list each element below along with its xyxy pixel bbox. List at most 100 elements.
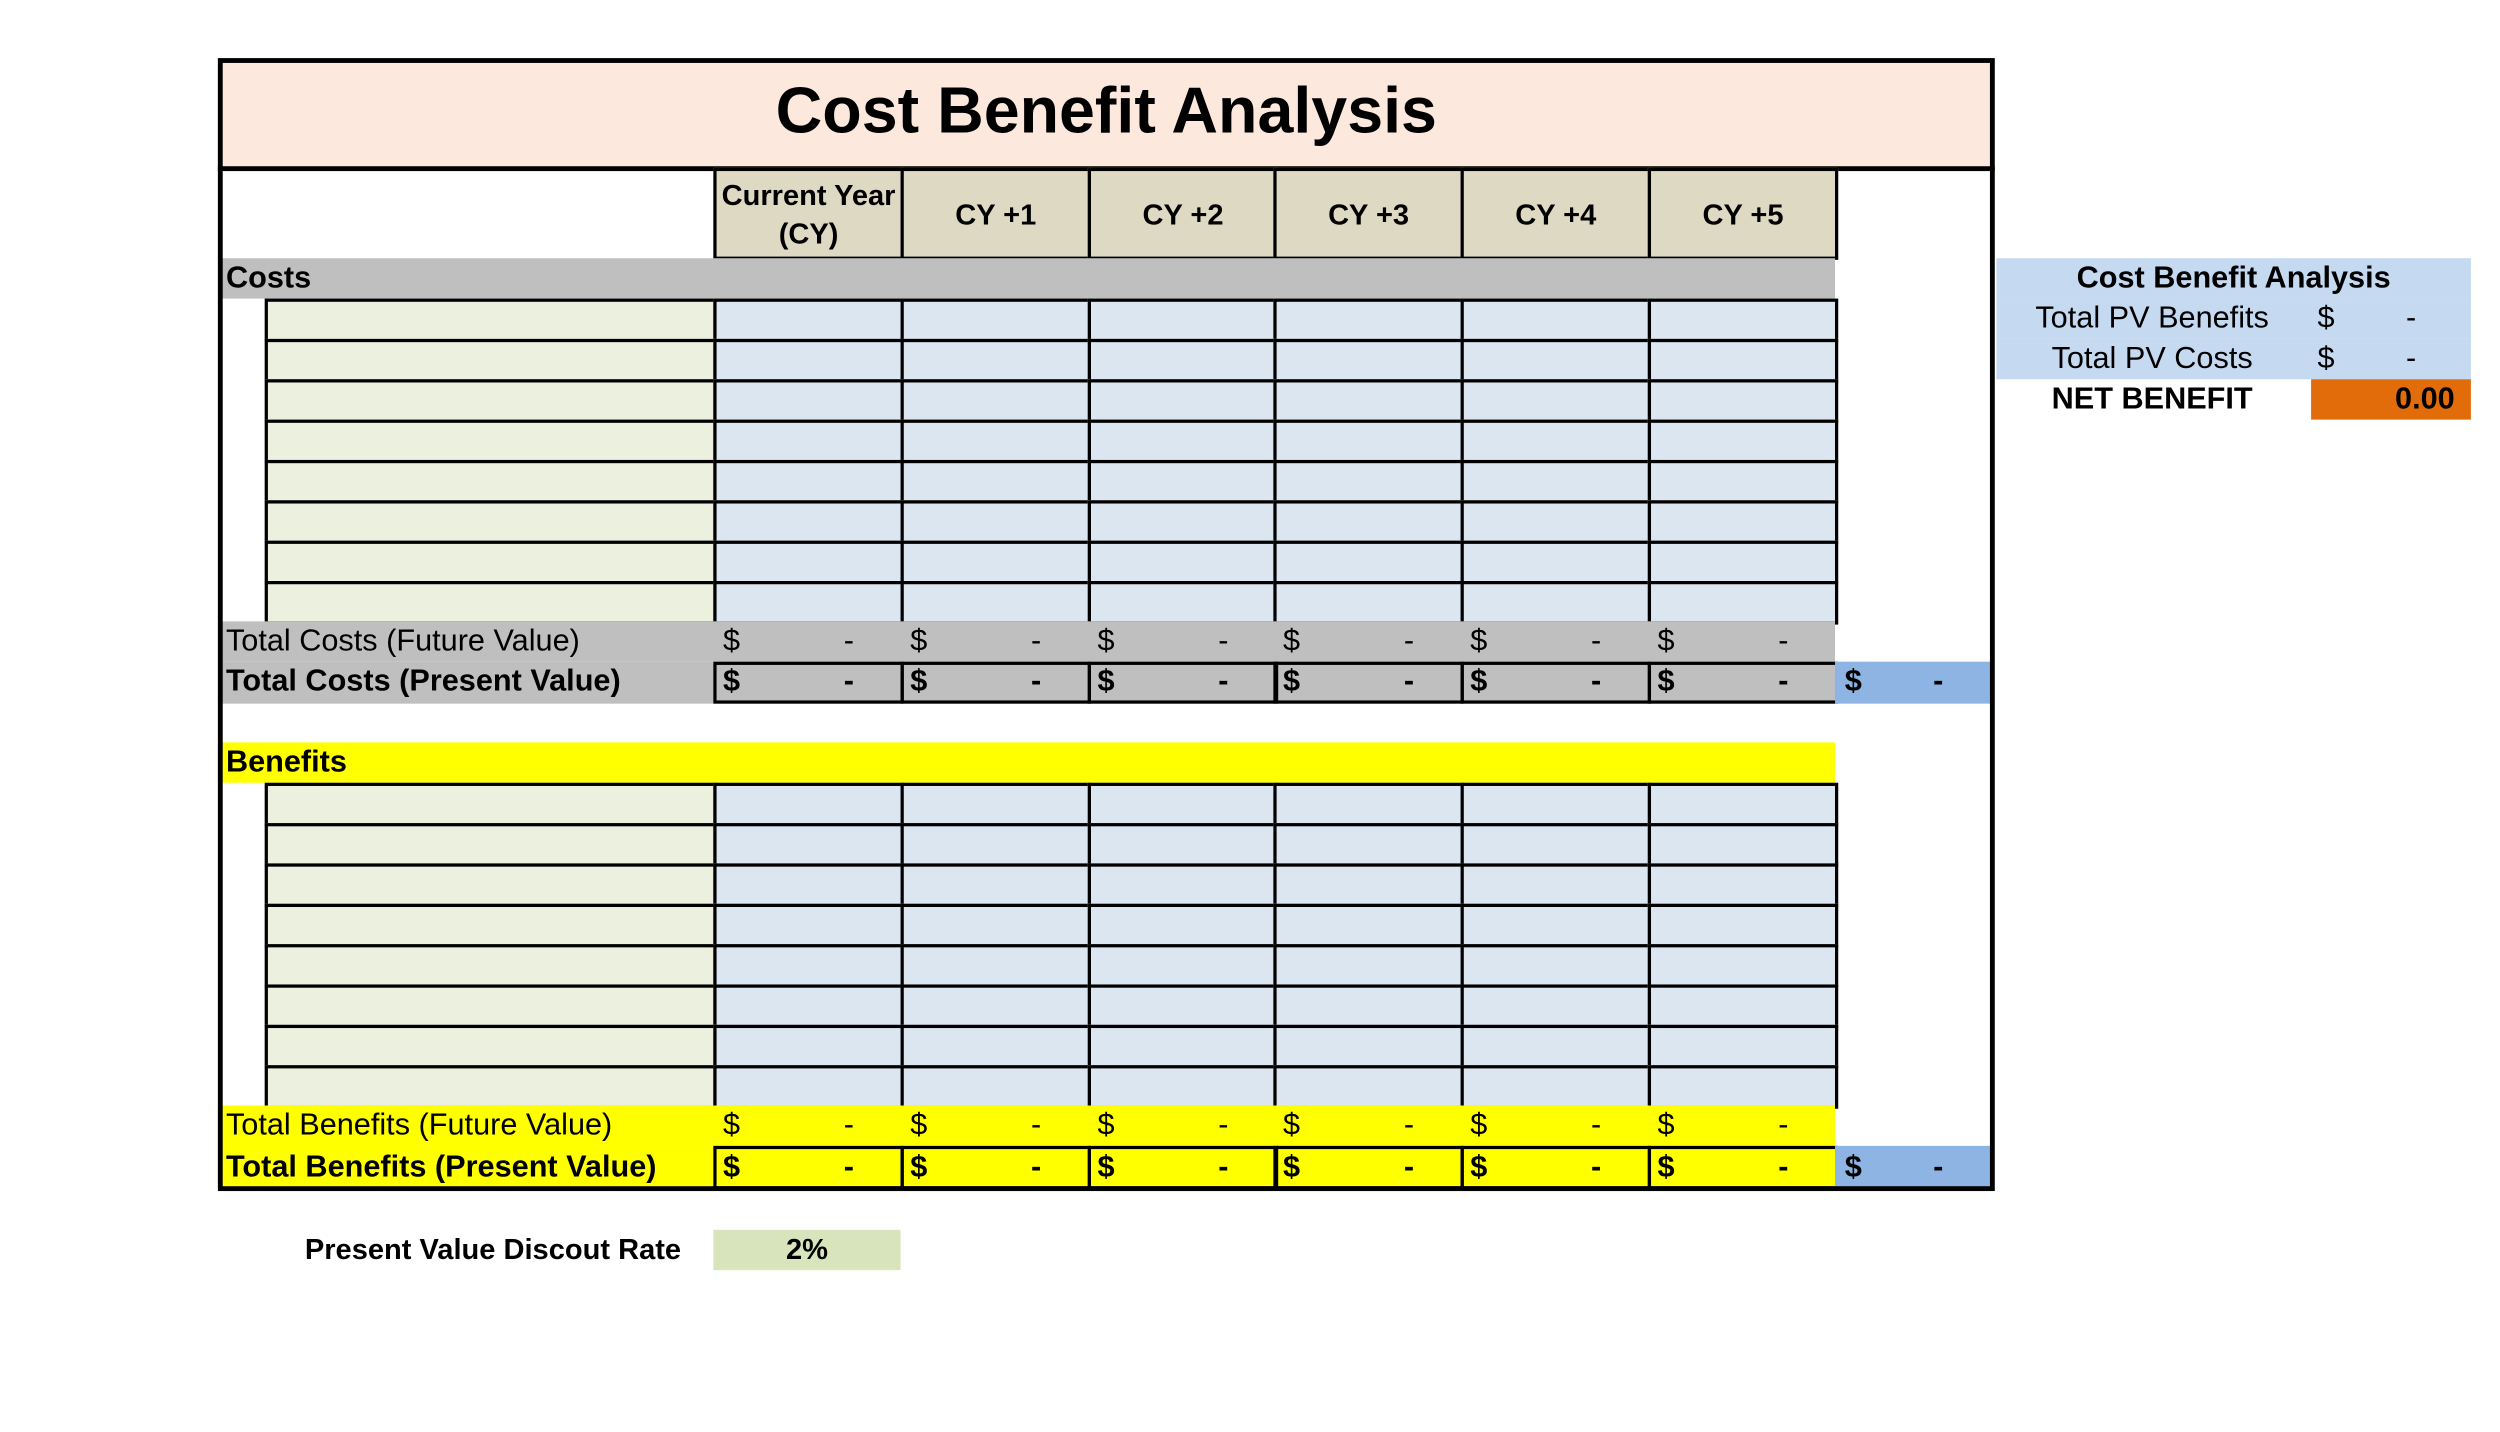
entry-cell [900,540,1091,585]
entry-cell [1273,823,1464,867]
entry-label-cell [264,540,717,585]
entry-cell [1460,782,1652,827]
entry-cell [900,500,1091,544]
total-row [221,661,1836,704]
total-fv-currency: $ [1470,1107,1488,1142]
entry-cell [1273,863,1464,908]
entry-cell [900,1024,1091,1069]
entry-cell [900,379,1091,423]
entry-cell [900,419,1091,464]
discount-value: 2% [713,1229,901,1271]
column-header: Current Year (CY) [713,167,904,260]
entry-cell [1087,944,1279,988]
entry-cell [1087,459,1279,504]
entry-label-cell [264,1024,717,1069]
entry-cell [1087,903,1279,948]
entry-cell [1460,379,1652,423]
entry-cell [1087,823,1279,867]
summary-currency: $ [2317,300,2335,335]
total-pv-currency: $ [1657,1149,1675,1184]
entry-cell [1460,1024,1652,1069]
column-header: CY +2 [1087,167,1279,260]
total-pv-amount: - [1778,1149,1789,1184]
entry-cell [1647,581,1839,625]
entry-cell [713,782,904,827]
total-pv-amount: - [1591,1149,1602,1184]
grand-total-amount: - [1933,664,1944,699]
total-pv-currency: $ [1657,664,1675,699]
total-pv-currency: $ [723,1149,741,1184]
entry-cell [713,298,904,343]
summary-row [1996,298,2471,339]
entry-cell [1087,984,1279,1029]
entry-cell [1273,944,1464,988]
entry-cell [1273,500,1464,544]
entry-cell [1087,782,1279,827]
entry-cell [1647,459,1839,504]
entry-cell [1647,903,1839,948]
total-fv-amount: - [1403,623,1415,658]
total-pv-amount: - [1403,664,1415,699]
total-pv-currency: $ [1470,664,1488,699]
entry-cell [713,338,904,383]
total-pv-currency: $ [910,1149,928,1184]
grand-total-cell [1835,661,1992,704]
entry-cell [1460,459,1652,504]
total-pv-currency: $ [1283,1149,1301,1184]
total-label: Total Benefits (Present Value) [225,1149,657,1184]
section-heading: Benefits [221,742,1836,783]
total-fv-amount: - [1031,623,1042,658]
grand-total-currency: $ [1844,664,1862,699]
discount-label: Present Value Discout Rate [304,1233,682,1266]
entry-cell [713,823,904,867]
entry-cell [1647,1065,1839,1109]
entry-cell [1087,500,1279,544]
entry-cell [1460,903,1652,948]
entry-cell [1647,298,1839,343]
summary-label: Total PV Costs [2051,341,2253,376]
total-fv-amount: - [1591,1107,1602,1142]
total-pv-amount: - [843,1149,855,1184]
entry-cell [900,1065,1091,1109]
summary-amount: - [2406,341,2417,376]
total-fv-amount: - [843,1107,855,1142]
total-fv-currency: $ [910,1107,928,1142]
entry-label-cell [264,903,717,948]
summary-amount: - [2406,300,2417,335]
entry-cell [1273,459,1464,504]
entry-cell [900,581,1091,625]
entry-cell [900,863,1091,908]
entry-cell [713,540,904,585]
entry-cell [1460,823,1652,867]
entry-cell [1273,581,1464,625]
total-pv-amount: - [1403,1149,1415,1184]
entry-label-cell [264,459,717,504]
entry-cell [900,298,1091,343]
grand-total-cell [1835,1145,1992,1190]
entry-label-cell [264,823,717,867]
entry-cell [713,944,904,988]
entry-cell [900,944,1091,988]
total-pv-amount: - [1218,1149,1229,1184]
entry-cell [900,459,1091,504]
entry-cell [1460,984,1652,1029]
entry-cell [713,863,904,908]
entry-cell [713,379,904,423]
entry-cell [1460,540,1652,585]
entry-cell [1273,903,1464,948]
total-fv-currency: $ [723,1107,741,1142]
total-pv-currency: $ [1097,1149,1115,1184]
total-label: Total Costs (Present Value) [225,664,621,699]
summary-label: Total PV Benefits [2035,300,2269,335]
grand-total-amount: - [1933,1149,1944,1184]
column-header: CY +1 [900,167,1091,260]
entry-cell [1647,782,1839,827]
entry-cell [713,419,904,464]
total-fv-currency: $ [910,623,928,658]
total-fv-amount: - [1403,1107,1415,1142]
summary-title: Cost Benefit Analysis [1996,258,2471,299]
entry-cell [1647,1024,1839,1069]
total-fv-amount: - [1218,623,1229,658]
title-band: Cost Benefit Analysis [217,58,1995,172]
